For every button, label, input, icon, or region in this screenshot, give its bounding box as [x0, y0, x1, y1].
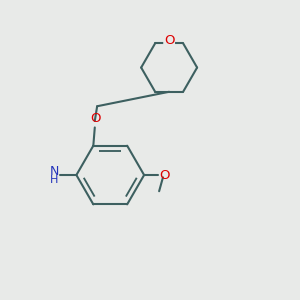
Text: N: N [49, 165, 59, 178]
Text: O: O [159, 169, 170, 182]
Text: O: O [164, 34, 174, 47]
Text: O: O [91, 112, 101, 125]
Text: H: H [50, 175, 59, 185]
